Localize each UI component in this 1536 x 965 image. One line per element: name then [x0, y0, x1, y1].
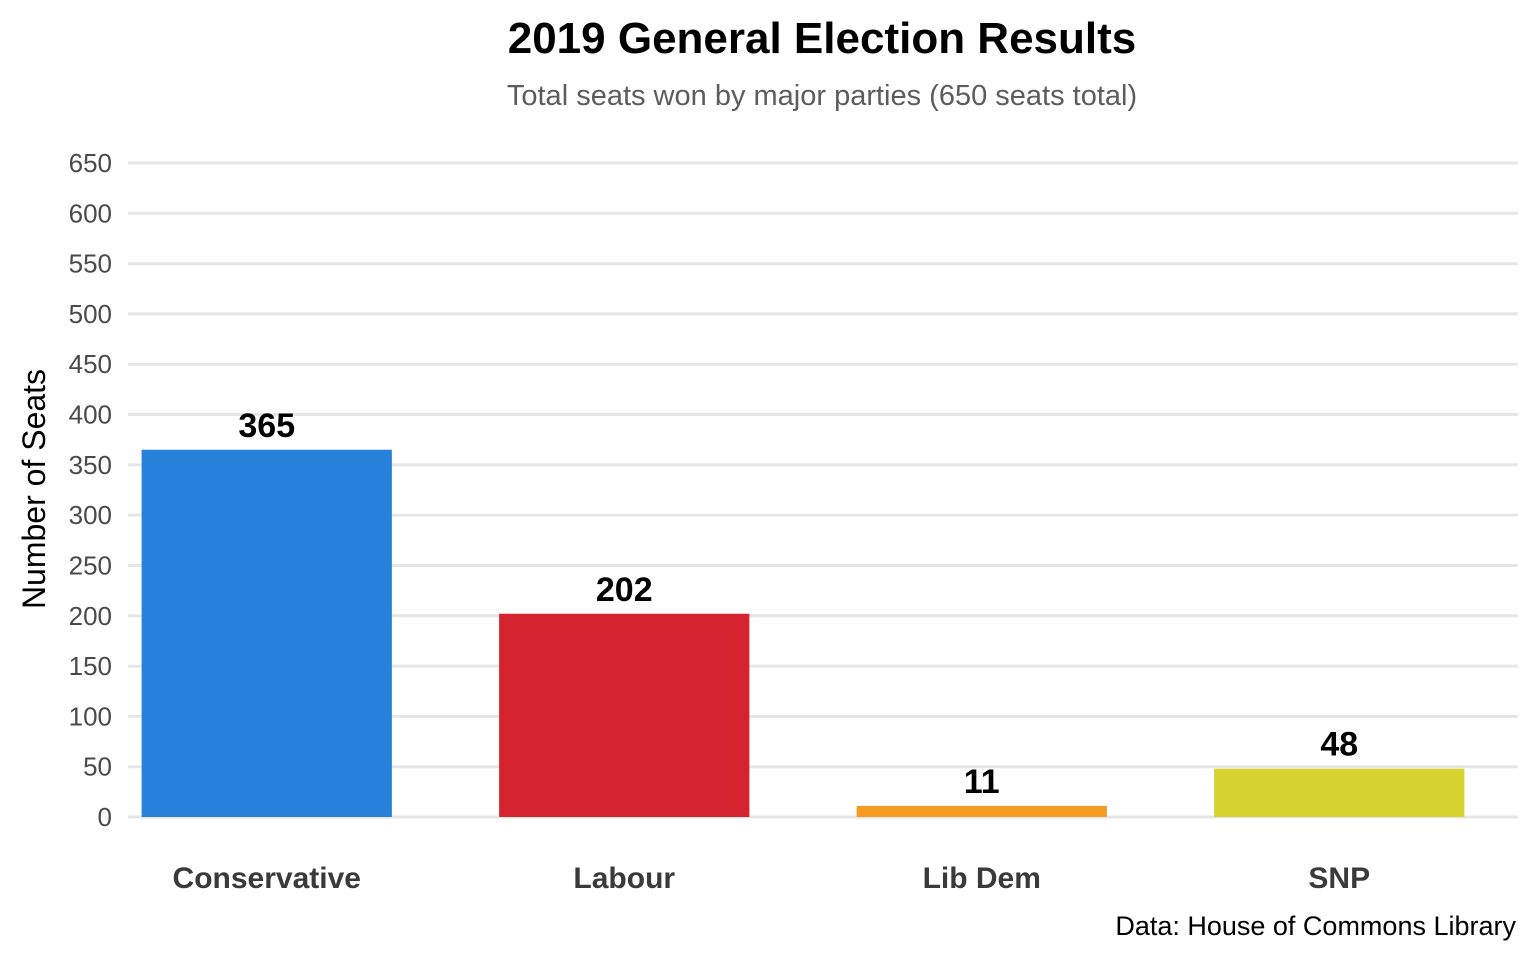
y-tick-label: 100: [69, 701, 112, 731]
value-label-lib-dem: 11: [964, 763, 1000, 801]
y-tick-label: 0: [98, 802, 112, 832]
x-tick-label-conservative: Conservative: [173, 862, 361, 895]
y-tick-label: 300: [69, 500, 112, 530]
y-tick-label: 550: [69, 249, 112, 279]
y-tick-label: 450: [69, 349, 112, 379]
y-tick-label: 600: [69, 198, 112, 228]
value-label-conservative: 365: [238, 407, 295, 445]
value-labels: 365 202 11 48: [238, 407, 1358, 801]
y-tick-label: 150: [69, 651, 112, 681]
bar-snp: [1214, 768, 1465, 817]
chart-subtitle: Total seats won by major parties (650 se…: [507, 80, 1137, 112]
y-tick-label: 500: [69, 299, 112, 329]
chart-title: 2019 General Election Results: [508, 14, 1137, 63]
y-tick-label: 350: [69, 450, 112, 480]
y-tick-label: 650: [69, 148, 112, 178]
value-label-labour: 202: [596, 571, 653, 609]
y-tick-label: 400: [69, 400, 112, 430]
bar-labour: [499, 613, 750, 817]
value-label-snp: 48: [1320, 726, 1358, 764]
data-source-caption: Data: House of Commons Library: [1115, 911, 1516, 941]
y-tick-label: 200: [69, 601, 112, 631]
x-axis-ticks: Conservative Labour Lib Dem SNP: [173, 862, 1371, 895]
y-axis-ticks: 0 50 100 150 200 250 300 350 400 450 500 550 600 650: [69, 148, 112, 832]
x-tick-label-labour: Labour: [573, 862, 675, 895]
bar-lib-dem: [856, 805, 1107, 817]
bars: [141, 449, 1465, 817]
x-tick-label-lib-dem: Lib Dem: [923, 862, 1041, 895]
y-axis-label: Number of Seats: [16, 369, 52, 609]
bar-conservative: [141, 449, 392, 817]
y-tick-label: 250: [69, 550, 112, 580]
x-tick-label-snp: SNP: [1308, 862, 1370, 895]
y-tick-label: 50: [83, 752, 112, 782]
